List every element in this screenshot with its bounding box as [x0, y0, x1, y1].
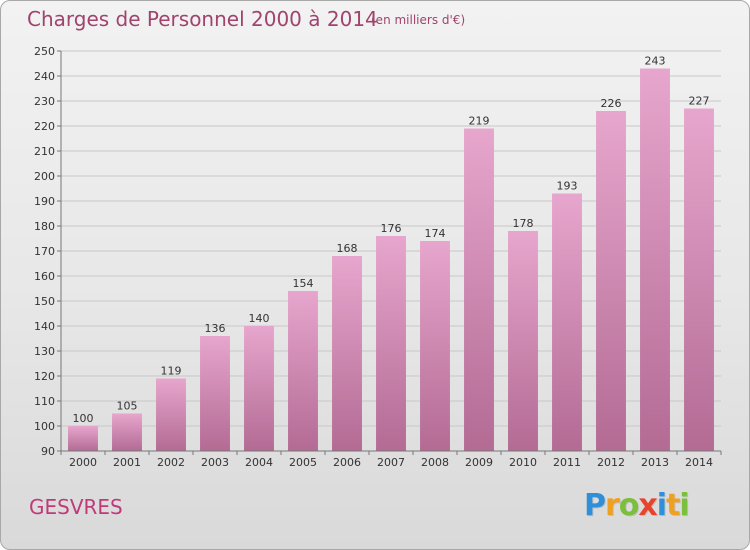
x-tick-label: 2014	[685, 456, 713, 469]
y-tick-label: 140	[34, 320, 55, 333]
data-label: 243	[645, 55, 666, 68]
data-label: 174	[425, 227, 446, 240]
bar	[684, 108, 714, 451]
y-tick-label: 170	[34, 245, 55, 258]
y-tick-label: 180	[34, 220, 55, 233]
data-label: 100	[73, 412, 94, 425]
y-tick-label: 130	[34, 345, 55, 358]
place-name: GESVRES	[29, 495, 123, 519]
bar	[332, 256, 362, 451]
data-label: 227	[689, 95, 710, 108]
logo-letter: r	[605, 488, 620, 523]
y-tick-label: 120	[34, 370, 55, 383]
bars	[68, 68, 714, 451]
data-label: 136	[205, 322, 226, 335]
x-tick-label: 2005	[289, 456, 317, 469]
x-tick-label: 2010	[509, 456, 537, 469]
x-tick-label: 2002	[157, 456, 185, 469]
x-tick-label: 2012	[597, 456, 625, 469]
data-label: 226	[601, 97, 622, 110]
bar	[112, 413, 142, 451]
bar	[200, 336, 230, 451]
x-tick-label: 2009	[465, 456, 493, 469]
logo-letter: o	[618, 488, 640, 523]
chart-title: Charges de Personnel 2000 à 2014	[27, 7, 378, 31]
x-tick-label: 2011	[553, 456, 581, 469]
bar	[244, 326, 274, 451]
y-tick-label: 150	[34, 295, 55, 308]
x-tick-label: 2008	[421, 456, 449, 469]
y-tick-label: 220	[34, 120, 55, 133]
logo-letter: P	[584, 488, 606, 523]
data-labels: 100 105 119 136 140 154 168 176 174 219 178 193 226 2…	[73, 55, 710, 426]
bar	[68, 426, 98, 451]
y-tick-label: 230	[34, 95, 55, 108]
data-label: 176	[381, 222, 402, 235]
bar	[156, 378, 186, 451]
y-tick-label: 210	[34, 145, 55, 158]
y-tick-label: 110	[34, 395, 55, 408]
x-tick-label: 2000	[69, 456, 97, 469]
data-label: 193	[557, 180, 578, 193]
y-tick-label: 240	[34, 70, 55, 83]
x-tick-labels: 2000 2001 2002 2003 2004 2005 2006 2007 2008 2009…	[60, 451, 722, 469]
data-label: 140	[249, 312, 270, 325]
data-label: 119	[161, 365, 182, 378]
data-label: 105	[117, 400, 138, 413]
y-tick-label: 90	[41, 445, 55, 458]
y-tick-label: 160	[34, 270, 55, 283]
data-label: 154	[293, 277, 314, 290]
bar	[640, 68, 670, 451]
data-label: 178	[513, 217, 534, 230]
logo-letter: i	[656, 488, 667, 523]
y-tick-label: 250	[34, 45, 55, 58]
y-tick-label: 100	[34, 420, 55, 433]
data-label: 168	[337, 242, 358, 255]
bar	[288, 291, 318, 451]
bar	[552, 193, 582, 451]
x-tick-label: 2004	[245, 456, 273, 469]
bar	[464, 128, 494, 451]
x-tick-label: 2003	[201, 456, 229, 469]
chart-subtitle: (en milliers d'€)	[371, 13, 466, 27]
bar	[508, 231, 538, 451]
bar	[420, 241, 450, 451]
proxiti-logo: Proxiti	[584, 488, 690, 523]
logo-letter: i	[679, 488, 689, 523]
y-tick-labels: 90 100 110 120 130 140 150 160 170 180 190 200 210 22…	[34, 45, 61, 458]
y-tick-label: 190	[34, 195, 55, 208]
x-tick-label: 2001	[113, 456, 141, 469]
x-tick-label: 2013	[641, 456, 669, 469]
data-label: 219	[469, 115, 490, 128]
bar	[596, 111, 626, 451]
logo-letter: x	[638, 488, 657, 523]
x-tick-label: 2007	[377, 456, 405, 469]
logo-letter: t	[666, 488, 680, 523]
y-tick-label: 200	[34, 170, 55, 183]
x-tick-label: 2006	[333, 456, 361, 469]
bar	[376, 236, 406, 451]
